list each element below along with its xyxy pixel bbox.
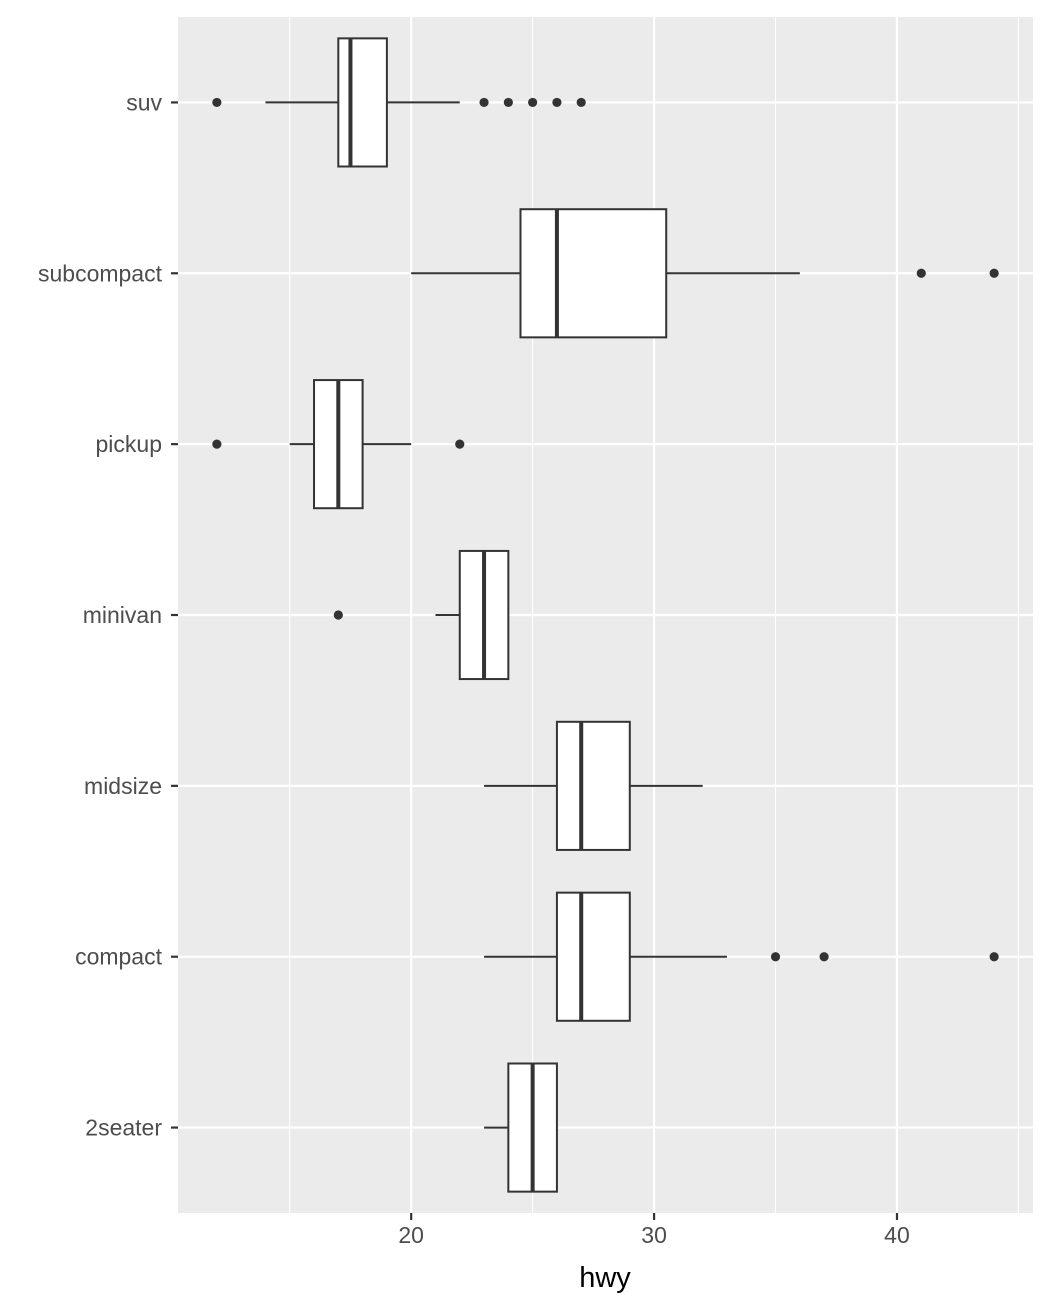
box-iqr bbox=[519, 208, 668, 339]
box-suv bbox=[212, 37, 586, 168]
outlier-point bbox=[212, 439, 222, 449]
box-midsize bbox=[484, 720, 703, 851]
box-pickup bbox=[212, 379, 465, 510]
outlier-point bbox=[989, 952, 999, 962]
x-tick-label: 30 bbox=[641, 1222, 667, 1248]
outlier-point bbox=[989, 268, 999, 278]
box-iqr bbox=[555, 891, 631, 1022]
box-compact bbox=[484, 891, 999, 1022]
box-minivan bbox=[333, 549, 510, 681]
y-tick-label-pickup: pickup bbox=[96, 431, 162, 457]
outlier-point bbox=[916, 268, 926, 278]
y-tick-label-compact: compact bbox=[75, 944, 163, 970]
outlier-point bbox=[479, 97, 489, 108]
x-tick-label: 40 bbox=[884, 1222, 910, 1248]
outlier-point bbox=[819, 952, 829, 962]
y-tick-label-subcompact: subcompact bbox=[38, 260, 163, 286]
outlier-point bbox=[333, 610, 343, 620]
x-tick-label: 20 bbox=[398, 1222, 424, 1248]
outlier-point bbox=[576, 97, 586, 108]
outlier-point bbox=[455, 439, 465, 449]
box-iqr bbox=[555, 720, 631, 851]
outlier-point bbox=[212, 97, 222, 108]
outlier-point bbox=[552, 97, 562, 108]
y-tick-label-2seater: 2seater bbox=[85, 1115, 162, 1141]
box-iqr bbox=[337, 37, 388, 168]
y-tick-label-midsize: midsize bbox=[84, 773, 162, 799]
outlier-point bbox=[503, 97, 513, 108]
y-axis: suv subcompact pickup minivan midsize compact… bbox=[38, 89, 178, 1141]
y-tick-label-suv: suv bbox=[126, 89, 162, 115]
x-axis: 20 30 40 bbox=[398, 1213, 910, 1248]
boxes-layer bbox=[212, 37, 999, 1193]
y-tick-label-minivan: minivan bbox=[83, 602, 162, 628]
outlier-point bbox=[770, 952, 781, 962]
box-subcompact bbox=[411, 208, 999, 339]
x-axis-title: hwy bbox=[579, 1262, 631, 1294]
outlier-point bbox=[528, 97, 538, 108]
box-2seater bbox=[484, 1062, 558, 1193]
